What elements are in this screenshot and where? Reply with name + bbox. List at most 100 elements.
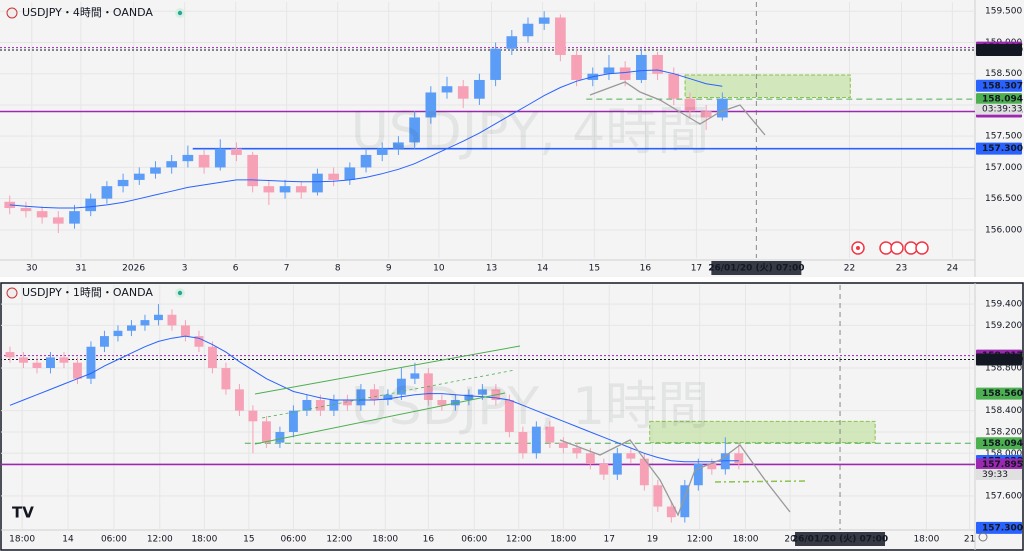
plot-area [1,285,975,530]
x-tick-label: 06:00 [280,535,306,545]
y-tick-label: 158.000 [985,449,1022,459]
price-label-box [976,43,1022,56]
candle-body [46,357,55,369]
candle-body [585,453,595,464]
price-label-box [976,142,1022,155]
projection [559,439,791,517]
price-label: 157.895 [982,460,1023,470]
watermark: USDJPY, 1時間 [351,377,710,437]
candle-body [441,86,453,93]
symbol-title: USDJPY・1時間・OANDA [22,286,153,299]
projection [589,81,766,136]
x-tick-label: 14 [537,264,549,274]
candle-body [707,463,717,470]
x-tick-label: 10 [433,264,445,274]
x-tick-label: 9 [386,264,392,274]
price-label-box [976,79,1022,92]
candle-body [86,346,96,379]
candle-body [295,186,307,193]
price-label-box [976,458,1022,471]
candle-body [302,400,312,411]
x-tick-label: 06:00 [101,535,127,545]
candle-body [19,357,28,363]
candle-body [288,410,298,432]
candle-body [69,211,80,224]
candle-body [52,217,64,224]
candle-body [344,167,356,180]
price-label: 158.307 [982,81,1023,91]
candle-body [214,148,226,168]
candle-body [85,198,97,212]
candle-body [133,173,145,180]
y-tick-label: 159.400 [985,300,1022,310]
candle-body [360,154,372,168]
moving-average [9,335,739,463]
zone [649,420,876,444]
x-tick-label: 3 [182,264,188,274]
logo: TV [12,504,34,522]
candle-body [182,154,194,162]
candle-body [716,98,728,118]
event-icons [851,241,929,255]
candle-body [198,154,210,168]
candle-body [518,431,528,454]
candle-body [231,148,242,155]
countdown-box [976,468,1022,480]
candle-body [342,400,352,406]
x-tick-label: 06:00 [461,535,487,545]
x-tick-label: 21 [964,535,975,545]
candle-body [166,161,178,168]
x-tick-label: 18:00 [550,535,576,545]
candle-body [538,17,550,24]
settings-icon[interactable] [978,532,988,542]
candle-body [312,173,323,193]
x-tick-label: 18:00 [191,535,217,545]
zone [684,74,851,98]
candle-body [248,410,258,422]
x-tick-label: 12:00 [326,535,352,545]
candle-body [328,173,339,180]
y-tick-label: 158.400 [985,406,1022,416]
x-tick-label: 12:00 [687,535,713,545]
x-tick-label: 20 [784,535,796,545]
y-tick-label: 158.500 [985,69,1022,79]
price-label: 158.880 [982,45,1023,55]
candle-body [684,98,696,112]
candle-body [668,73,680,99]
x-tick-label: 14 [62,535,74,545]
price-label: 158.094 [982,439,1023,449]
candle-body [506,36,518,49]
candle-body [396,378,406,395]
flag-icon [6,287,18,299]
x-tick-label: 12:00 [147,535,173,545]
candle-body [100,336,109,347]
price-label: 157.300 [982,523,1023,533]
x-tick-label: 15 [589,264,600,274]
candle-body [425,92,437,118]
candle-body [153,314,163,321]
candle-body [464,394,474,401]
y-tick-label: 156.500 [985,194,1022,204]
candle-body [720,453,730,470]
candle-body [474,79,485,99]
x-tick-label: 19 [647,535,659,545]
candle-body [194,336,204,347]
countdown: 39:33 [982,470,1008,480]
candle-body [127,325,136,331]
candle-body [700,111,712,118]
x-tick-label: 8 [335,264,341,274]
watermark: USDJPY, 4時間 [351,102,710,162]
price-label: 158.880 [982,355,1023,365]
candle-body [626,453,636,459]
x-tick-label: 2026 [122,264,145,274]
candle-body [571,54,582,80]
candle-body [393,142,404,149]
candle-body [409,117,420,143]
candle-body [275,431,285,443]
candle-body [221,368,231,390]
candle-body [247,154,259,187]
countdown-box [976,103,1022,115]
target-line [714,480,806,483]
x-tick-label: 6 [233,264,239,274]
